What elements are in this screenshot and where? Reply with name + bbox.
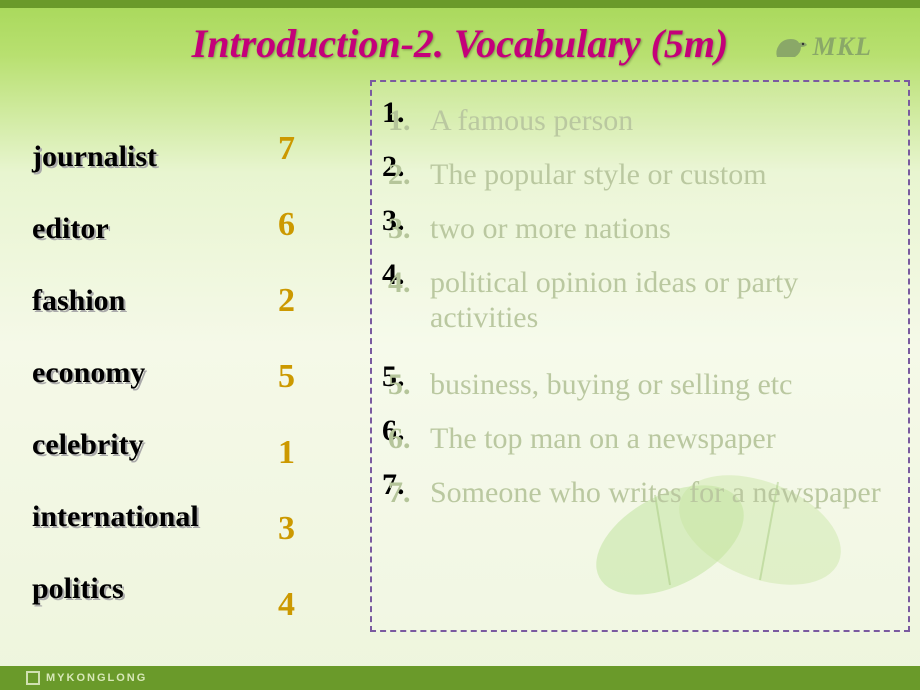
answer-5: 1 <box>278 434 295 472</box>
word-celebrity: celebrity <box>32 428 199 462</box>
slide: Introduction-2. Vocabulary (5m) MKL jour… <box>0 0 920 690</box>
definition-row: 2.The popular style or custom2. <box>382 150 902 198</box>
answer-1: 7 <box>278 130 295 168</box>
definitions-list: 1.A famous person1.2.The popular style o… <box>382 96 902 570</box>
word-fashion: fashion <box>32 284 199 318</box>
def-num-faded: 2. <box>388 158 411 192</box>
definition-row: 4. political opinion ideas or party activ… <box>382 258 902 354</box>
def-text: The top man on a newspaper <box>430 422 900 457</box>
definition-row: 1.A famous person1. <box>382 96 902 144</box>
def-text: A famous person <box>430 104 900 139</box>
answer-3: 2 <box>278 282 295 320</box>
answer-4: 5 <box>278 358 295 396</box>
def-num-faded: 5. <box>388 368 411 402</box>
def-text: political opinion ideas or party activit… <box>430 266 900 335</box>
def-num-faded: 3. <box>388 212 411 246</box>
definition-row: 5.business, buying or selling etc5. <box>382 360 902 408</box>
def-text: The popular style or custom <box>430 158 900 193</box>
def-text: Someone who writes for a newspaper <box>430 476 900 511</box>
word-international: international <box>32 500 199 534</box>
logo-text: MKL <box>813 32 872 62</box>
word-journalist: journalist <box>32 140 199 174</box>
def-num-faded: 6. <box>388 422 411 456</box>
definition-row: 3.two or more nations3. <box>382 204 902 252</box>
answer-2: 6 <box>278 206 295 244</box>
definition-row: 7.Someone who writes for a newspaper7. <box>382 468 902 564</box>
vocab-words: journalist editor fashion economy celebr… <box>32 140 199 644</box>
word-politics: politics <box>32 572 199 606</box>
word-editor: editor <box>32 212 199 246</box>
word-economy: economy <box>32 356 199 390</box>
def-text: business, buying or selling etc <box>430 368 900 403</box>
top-bar <box>0 0 920 8</box>
definition-row: 6.The top man on a newspaper6. <box>382 414 902 462</box>
answer-7: 4 <box>278 586 295 624</box>
footer-text: MYKONGLONG <box>46 672 147 684</box>
def-num-faded: 7. <box>388 476 411 510</box>
logo: MKL <box>771 32 872 62</box>
footer-icon <box>26 671 40 685</box>
def-text: two or more nations <box>430 212 900 247</box>
footer-bar: MYKONGLONG <box>0 666 920 690</box>
answer-6: 3 <box>278 510 295 548</box>
answer-numbers: 7 6 2 5 1 3 4 <box>278 130 295 662</box>
def-num-faded: 4. <box>388 266 411 300</box>
def-num-faded: 1. <box>388 104 411 138</box>
dino-icon <box>771 33 811 61</box>
